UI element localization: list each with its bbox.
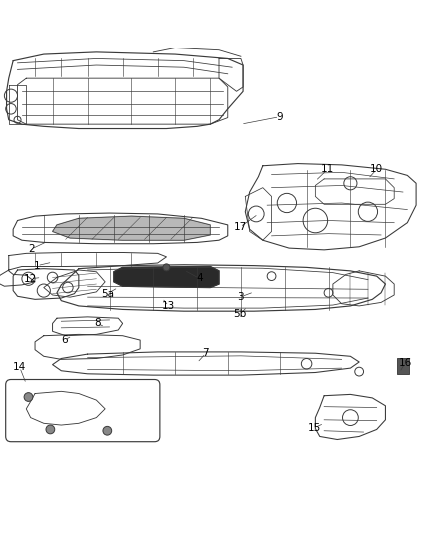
Text: 5a: 5a: [101, 289, 114, 298]
Text: 6: 6: [61, 335, 68, 345]
Text: 16: 16: [399, 358, 412, 368]
Polygon shape: [53, 216, 210, 240]
Circle shape: [163, 264, 170, 271]
Text: 11: 11: [321, 164, 334, 174]
Polygon shape: [114, 266, 219, 287]
Text: 2: 2: [28, 244, 35, 254]
Circle shape: [103, 426, 112, 435]
Text: 3: 3: [237, 292, 244, 302]
Text: 10: 10: [370, 164, 383, 174]
Text: 4: 4: [196, 273, 203, 284]
Circle shape: [24, 393, 33, 401]
Text: 14: 14: [13, 362, 26, 372]
Text: 5b: 5b: [233, 309, 247, 319]
Text: 1: 1: [34, 261, 41, 271]
Text: 7: 7: [202, 348, 209, 358]
Text: 13: 13: [162, 301, 175, 311]
Circle shape: [46, 425, 55, 434]
Text: 15: 15: [308, 423, 321, 433]
Text: 17: 17: [233, 222, 247, 232]
Text: 8: 8: [94, 318, 101, 328]
Text: 12: 12: [24, 274, 37, 284]
Text: 9: 9: [276, 112, 283, 122]
Bar: [397, 359, 409, 374]
